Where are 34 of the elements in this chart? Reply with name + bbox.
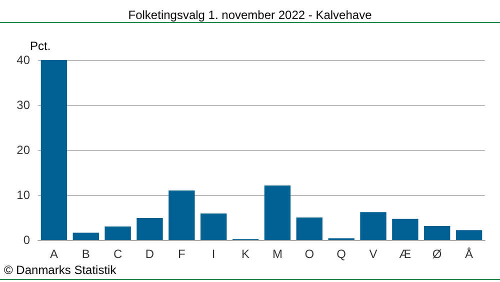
bar — [136, 218, 163, 240]
x-tick-label: Æ — [399, 247, 412, 261]
x-tick-label: Å — [465, 247, 474, 261]
bar — [104, 226, 131, 240]
x-tick-label: M — [272, 247, 282, 261]
bar — [392, 218, 418, 240]
x-tick-label: Q — [336, 247, 346, 261]
y-tick-label: 0 — [23, 233, 30, 247]
bar — [296, 218, 322, 240]
x-tick-label: A — [50, 247, 58, 261]
y-tick-label: 20 — [16, 143, 30, 157]
bar — [360, 212, 386, 240]
x-tick-label: C — [113, 247, 122, 261]
bar — [200, 213, 227, 240]
chart-title: Folketingsvalg 1. november 2022 - Kalvehave — [128, 8, 372, 22]
x-tick-label: V — [369, 247, 378, 261]
x-tick-label: D — [145, 247, 154, 261]
x-tick-label: F — [178, 247, 186, 261]
y-axis-title: Pct. — [30, 39, 51, 53]
y-tick-label: 40 — [16, 53, 30, 67]
bar — [456, 230, 482, 240]
x-tick-label: K — [242, 247, 250, 261]
bar — [264, 186, 291, 240]
bar — [424, 226, 450, 240]
bar — [40, 60, 68, 240]
y-tick-label: 30 — [16, 98, 30, 112]
x-tick-label: I — [212, 247, 216, 261]
x-tick-label: O — [304, 247, 314, 261]
bar — [168, 190, 195, 240]
x-tick-label: Ø — [432, 247, 442, 261]
x-tick-label: B — [82, 247, 90, 261]
text: © Danmarks Statistik — [4, 263, 118, 277]
bar — [72, 232, 99, 240]
y-tick-label: 10 — [16, 188, 30, 202]
